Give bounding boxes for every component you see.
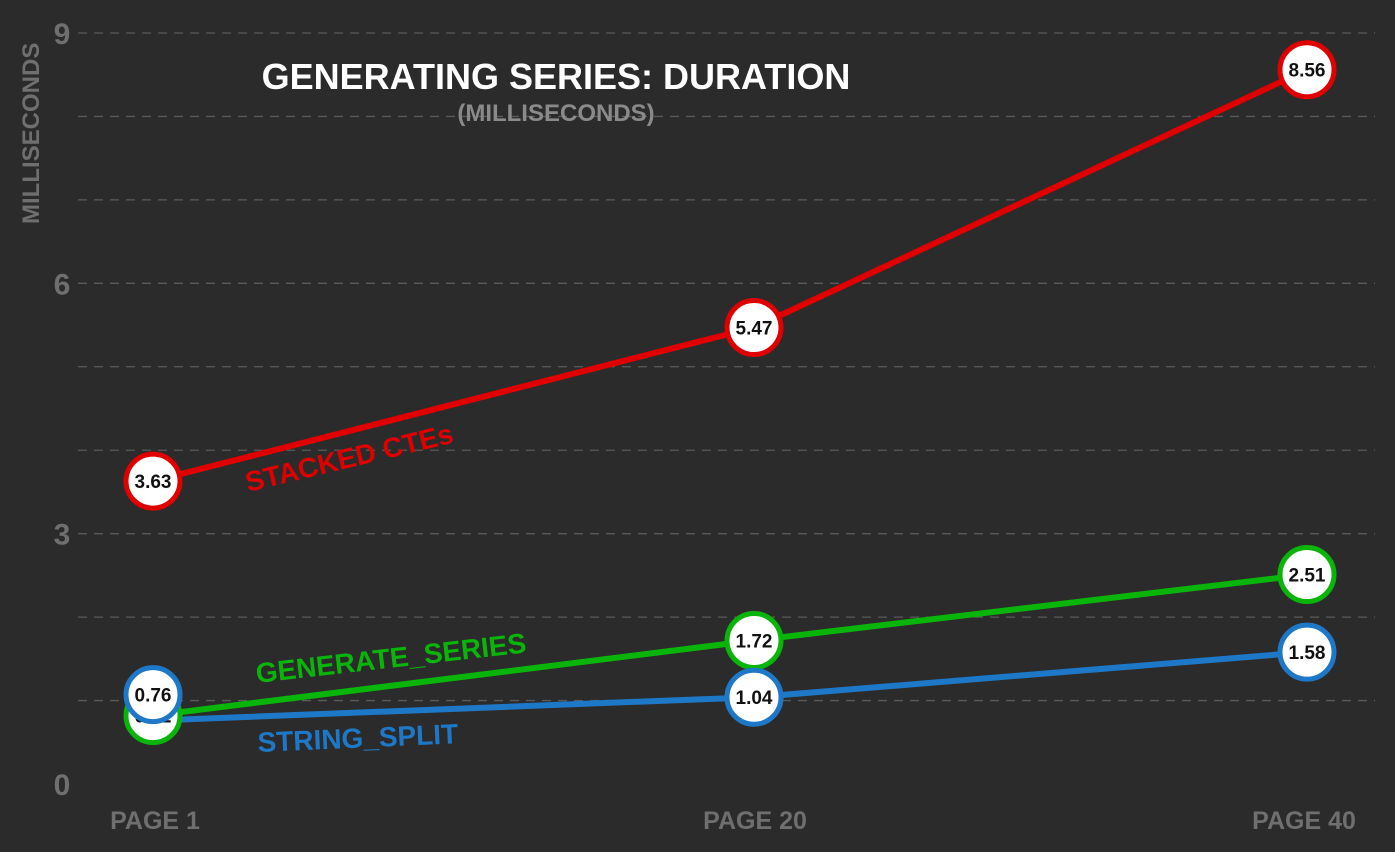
- y-tick-label: 0: [54, 769, 71, 802]
- y-axis-ticks: 0 3 6 9: [54, 18, 71, 802]
- chart-subtitle: (MILLISECONDS): [457, 100, 654, 127]
- y-tick-label: 3: [54, 519, 71, 552]
- y-tick-label: 9: [54, 18, 71, 51]
- data-point: [724, 667, 784, 727]
- y-tick-label: 6: [54, 268, 71, 301]
- data-label: 0.76: [135, 686, 172, 707]
- data-point: [123, 451, 183, 511]
- y-axis-label: MILLISECONDS: [18, 43, 45, 224]
- data-point: [1277, 622, 1337, 682]
- data-label: 2.51: [1289, 566, 1326, 587]
- data-point: [1277, 545, 1337, 605]
- data-label: 1.58: [1289, 643, 1326, 664]
- data-label: 8.56: [1289, 61, 1326, 82]
- data-markers: 3.635.478.560.821.722.510.761.041.58: [123, 40, 1337, 746]
- data-label: 3.63: [135, 472, 172, 493]
- data-point: [724, 298, 784, 358]
- data-point: [123, 665, 183, 725]
- data-label: 1.72: [736, 631, 773, 652]
- data-point: [724, 610, 784, 670]
- data-label: 5.47: [736, 319, 773, 340]
- x-tick-label: PAGE 20: [703, 807, 807, 835]
- chart-title: GENERATING SERIES: DURATION: [262, 56, 851, 97]
- data-point: [1277, 40, 1337, 100]
- x-axis-ticks: PAGE 1 PAGE 20 PAGE 40: [110, 807, 1356, 835]
- x-tick-label: PAGE 40: [1252, 807, 1356, 835]
- x-tick-label: PAGE 1: [110, 807, 200, 835]
- data-label: 1.04: [736, 688, 773, 709]
